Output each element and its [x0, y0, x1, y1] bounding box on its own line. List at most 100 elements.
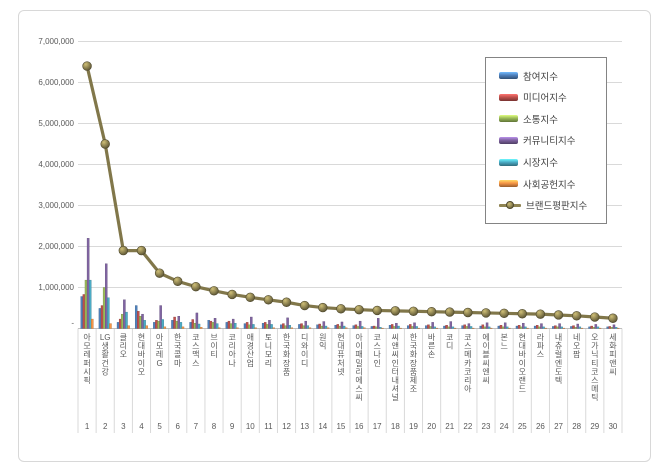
bar-시장지수-23	[487, 326, 491, 329]
rank-label: 10	[246, 422, 255, 431]
bar-시장지수-9	[234, 322, 237, 329]
bar-참여지수-7	[189, 322, 192, 329]
bar-사회공헌지수-16	[363, 327, 366, 329]
bar-시장지수-1	[88, 279, 92, 329]
bar-시장지수-2	[107, 297, 110, 329]
bar-소통지수-6	[175, 320, 178, 329]
bar-소통지수-29	[592, 327, 595, 329]
social-contribution-index-swatch-icon	[499, 180, 518, 188]
bar-참여지수-26	[533, 325, 537, 329]
bar-커뮤니티지수-10	[250, 316, 253, 329]
bar-시장지수-5	[161, 319, 164, 329]
y-axis-tick-label: 7,000,000	[38, 37, 74, 46]
bar-시장지수-29	[596, 326, 600, 329]
category-label: LG 생 활 건 강	[100, 333, 111, 376]
bar-미디어지수-14	[318, 323, 321, 329]
rank-label: 11	[264, 422, 273, 431]
bar-소통지수-23	[483, 326, 487, 329]
rank-label: 23	[482, 422, 491, 431]
y-axis-tick-label: 4,000,000	[38, 160, 74, 169]
bar-소통지수-26	[538, 326, 541, 329]
bar-커뮤니티지수-21	[449, 321, 453, 329]
rank-label: 6	[176, 422, 181, 431]
bar-소통지수-5	[157, 320, 160, 329]
bar-사회공헌지수-2	[109, 323, 112, 329]
bar-소통지수-21	[447, 326, 450, 329]
bar-시장지수-11	[270, 324, 273, 329]
bar-참여지수-24	[497, 325, 501, 329]
bar-참여지수-20	[425, 325, 428, 329]
line-marker-19	[408, 306, 419, 316]
rank-label: 21	[445, 422, 454, 431]
bar-미디어지수-16	[354, 324, 358, 329]
bar-시장지수-21	[451, 326, 455, 329]
y-axis-tick-label: 3,000,000	[38, 201, 74, 210]
bar-사회공헌지수-12	[290, 327, 294, 329]
bar-참여지수-11	[261, 322, 265, 329]
bar-커뮤니티지수-5	[159, 305, 162, 329]
legend-label: 시장지수	[523, 158, 558, 170]
line-marker-9	[227, 289, 237, 300]
bar-미디어지수-26	[536, 325, 539, 329]
legend-item: 미디어지수	[486, 90, 606, 104]
bar-커뮤니티지수-24	[503, 322, 507, 329]
bar-소통지수-28	[574, 327, 577, 329]
bar-소통지수-2	[102, 287, 106, 329]
bar-참여지수-10	[243, 323, 247, 329]
bar-시장지수-26	[542, 326, 545, 329]
bar-커뮤니티지수-17	[377, 318, 380, 329]
rank-label: 16	[355, 422, 364, 431]
bar-참여지수-2	[98, 308, 102, 329]
bar-미디어지수-17	[372, 325, 376, 329]
bar-소통지수-11	[266, 324, 269, 329]
legend-label: 소통지수	[523, 114, 558, 126]
line-marker-28	[571, 311, 582, 321]
bar-소통지수-4	[139, 316, 142, 329]
bar-소통지수-3	[121, 313, 124, 329]
line-marker-14	[318, 302, 328, 313]
bar-미디어지수-5	[155, 320, 158, 329]
bar-미디어지수-30	[608, 326, 612, 329]
bar-참여지수-23	[479, 325, 482, 329]
line-marker-7	[191, 281, 201, 292]
bar-사회공헌지수-8	[218, 327, 221, 329]
bar-참여지수-16	[352, 325, 356, 329]
legend-item: 커뮤니티지수	[486, 133, 606, 147]
bar-시장지수-18	[397, 325, 400, 329]
bar-사회공헌지수-1	[91, 318, 94, 329]
bar-소통지수-30	[610, 327, 614, 329]
bar-시장지수-13	[306, 325, 310, 329]
bar-소통지수-20	[429, 326, 432, 329]
bar-커뮤니티지수-30	[612, 324, 616, 329]
rank-label: 14	[318, 422, 327, 431]
rank-label: 28	[572, 422, 581, 431]
bar-소통지수-27	[556, 326, 559, 329]
line-marker-4	[136, 245, 147, 256]
bar-참여지수-9	[225, 322, 229, 329]
bar-소통지수-8	[211, 322, 215, 329]
bar-커뮤니티지수-6	[177, 316, 181, 329]
line-marker-25	[517, 309, 527, 319]
bar-시장지수-12	[288, 325, 291, 329]
bar-미디어지수-12	[282, 323, 285, 329]
bar-사회공헌지수-9	[236, 327, 239, 329]
bar-미디어지수-28	[572, 325, 575, 329]
y-axis-tick-label: 6,000,000	[38, 78, 74, 87]
bar-참여지수-28	[570, 326, 573, 329]
line-marker-22	[463, 307, 473, 318]
y-axis-tick-label: 5,000,000	[38, 119, 74, 128]
bar-미디어지수-1	[82, 294, 86, 329]
chart-legend: 참여지수 미디어지수 소통지수 커뮤니티지수 시장지수 사회공헌지수 브랜드평판…	[485, 57, 607, 224]
